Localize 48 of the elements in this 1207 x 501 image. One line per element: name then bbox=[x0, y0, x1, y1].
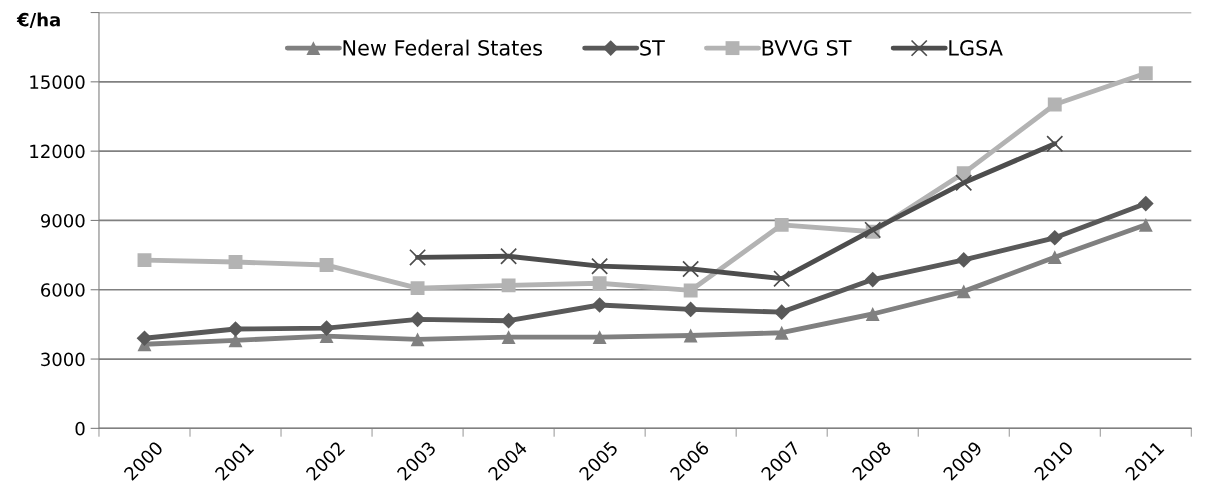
legend-label: ST bbox=[640, 39, 665, 56]
point bbox=[682, 260, 700, 278]
point bbox=[592, 276, 607, 291]
point bbox=[955, 252, 972, 268]
point bbox=[1046, 229, 1063, 246]
y-tick-label: 15000 bbox=[30, 75, 85, 89]
point bbox=[136, 330, 153, 347]
point bbox=[410, 332, 425, 347]
point bbox=[592, 330, 607, 345]
point bbox=[1138, 66, 1153, 81]
y-tick-label: 12000 bbox=[30, 144, 85, 159]
point bbox=[774, 217, 789, 232]
point bbox=[318, 320, 335, 336]
point bbox=[1047, 250, 1062, 265]
point bbox=[319, 258, 334, 272]
point bbox=[682, 301, 699, 318]
point bbox=[1047, 97, 1062, 112]
point bbox=[1046, 135, 1064, 153]
point bbox=[228, 255, 243, 269]
y-tick-label: 6000 bbox=[41, 283, 85, 297]
point bbox=[501, 330, 516, 345]
point bbox=[501, 278, 516, 293]
point bbox=[409, 248, 427, 266]
point bbox=[773, 304, 790, 321]
point bbox=[955, 174, 973, 192]
point bbox=[410, 281, 425, 296]
point bbox=[683, 328, 698, 343]
legend-label: New Federal States bbox=[343, 39, 542, 56]
point bbox=[865, 307, 880, 321]
point bbox=[591, 257, 609, 275]
point bbox=[591, 297, 608, 313]
y-axis-title: €/ha bbox=[16, 12, 60, 28]
point bbox=[864, 271, 881, 288]
point bbox=[500, 247, 518, 265]
point bbox=[1138, 217, 1153, 232]
legend-label: BVVG ST bbox=[762, 39, 852, 56]
y-tick-label: 9000 bbox=[40, 213, 85, 228]
point bbox=[683, 283, 698, 298]
point bbox=[137, 253, 152, 268]
point bbox=[774, 325, 789, 340]
point bbox=[1137, 195, 1154, 212]
y-tick-label: 0 bbox=[75, 421, 85, 436]
point bbox=[228, 333, 243, 348]
point bbox=[773, 270, 791, 288]
legend-label: LGSA bbox=[949, 39, 1003, 56]
point bbox=[956, 284, 971, 299]
point bbox=[409, 311, 426, 328]
y-tick-label: 3000 bbox=[41, 352, 85, 367]
